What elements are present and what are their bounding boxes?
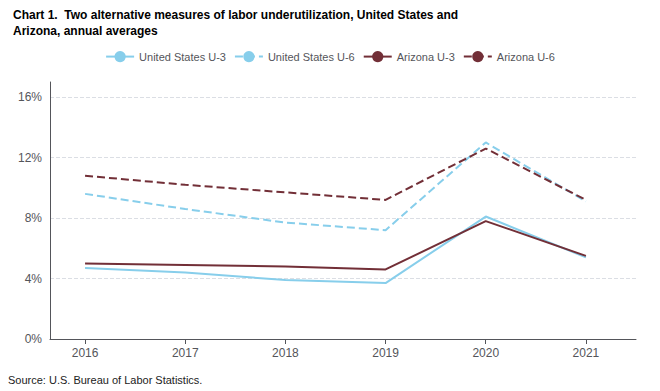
svg-text:2018: 2018 [272, 346, 299, 360]
svg-text:2016: 2016 [72, 346, 99, 360]
svg-text:United States U-3: United States U-3 [139, 51, 226, 63]
svg-text:Arizona U-6: Arizona U-6 [497, 51, 555, 63]
svg-text:8%: 8% [25, 211, 43, 225]
svg-text:Arizona, annual averages: Arizona, annual averages [13, 24, 158, 38]
svg-text:United States U-6: United States U-6 [268, 51, 355, 63]
svg-text:2019: 2019 [372, 346, 399, 360]
svg-text:2017: 2017 [172, 346, 199, 360]
svg-text:Arizona U-3: Arizona U-3 [397, 51, 455, 63]
svg-text:0%: 0% [25, 332, 43, 346]
svg-text:Chart 1. Two alternative meas: Chart 1. Two alternative measures of lab… [13, 8, 458, 22]
svg-text:16%: 16% [18, 90, 42, 104]
svg-text:2020: 2020 [472, 346, 499, 360]
svg-text:Source: U.S. Bureau of Labor S: Source: U.S. Bureau of Labor Statistics. [8, 374, 202, 386]
svg-text:12%: 12% [18, 151, 42, 165]
svg-text:2021: 2021 [573, 346, 600, 360]
svg-text:4%: 4% [25, 272, 43, 286]
